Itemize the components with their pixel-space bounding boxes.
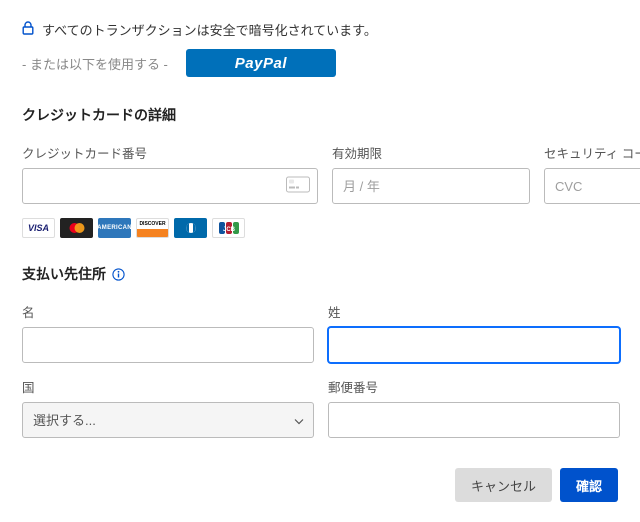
postal-input[interactable] xyxy=(328,402,620,438)
field-last-name: 姓 xyxy=(328,302,620,363)
brand-mastercard-icon xyxy=(60,218,93,238)
field-first-name: 名 xyxy=(22,302,314,363)
security-text: すべてのトランザクションは安全で暗号化されています。 xyxy=(42,20,377,39)
label-postal: 郵便番号 xyxy=(328,377,620,396)
field-cvc: セキュリティ コード xyxy=(544,143,640,204)
paypal-logo: PayPal xyxy=(235,55,287,72)
svg-text:JCB: JCB xyxy=(222,227,235,233)
country-select[interactable]: 選択する... xyxy=(22,402,314,438)
card-number-input[interactable] xyxy=(22,168,318,204)
section-title-billing: 支払い先住所 xyxy=(22,264,618,284)
security-notice: すべてのトランザクションは安全で暗号化されています。 xyxy=(22,20,618,39)
name-row: 名 姓 xyxy=(22,302,618,363)
field-postal: 郵便番号 xyxy=(328,377,620,438)
field-expiry: 有効期限 xyxy=(332,143,530,204)
cvc-input[interactable] xyxy=(544,168,640,204)
first-name-input[interactable] xyxy=(22,327,314,363)
cancel-button[interactable]: キャンセル xyxy=(455,468,552,502)
confirm-button[interactable]: 確認 xyxy=(560,468,618,502)
label-expiry: 有効期限 xyxy=(332,143,530,162)
label-card-number: クレジットカード番号 xyxy=(22,143,318,162)
alt-label: - または以下を使用する - xyxy=(22,54,168,73)
info-icon[interactable] xyxy=(112,268,125,281)
brand-diners-icon xyxy=(174,218,207,238)
label-country: 国 xyxy=(22,377,314,396)
footer-actions: キャンセル 確認 xyxy=(22,468,618,502)
brand-discover-icon: DISCOVER xyxy=(136,218,169,238)
field-card-number: クレジットカード番号 xyxy=(22,143,318,204)
expiry-input[interactable] xyxy=(332,168,530,204)
brand-amex-icon: AMERICAN xyxy=(98,218,131,238)
section-title-card: クレジットカードの詳細 xyxy=(22,105,618,125)
lock-icon xyxy=(22,21,34,38)
label-last-name: 姓 xyxy=(328,302,620,321)
label-cvc: セキュリティ コード xyxy=(544,143,640,162)
paypal-button[interactable]: PayPal xyxy=(186,49,336,77)
brand-jcb-icon: JCB xyxy=(212,218,245,238)
alt-payment-row: - または以下を使用する - PayPal xyxy=(22,49,618,77)
brand-visa-icon: VISA xyxy=(22,218,55,238)
card-fields-row: クレジットカード番号 有効期限 セキュリティ コード xyxy=(22,143,618,204)
country-row: 国 選択する... 郵便番号 xyxy=(22,377,618,438)
last-name-input[interactable] xyxy=(328,327,620,363)
label-first-name: 名 xyxy=(22,302,314,321)
card-brands: VISA AMERICAN DISCOVER JCB xyxy=(22,218,618,238)
card-icon xyxy=(286,177,310,196)
field-country: 国 選択する... xyxy=(22,377,314,438)
